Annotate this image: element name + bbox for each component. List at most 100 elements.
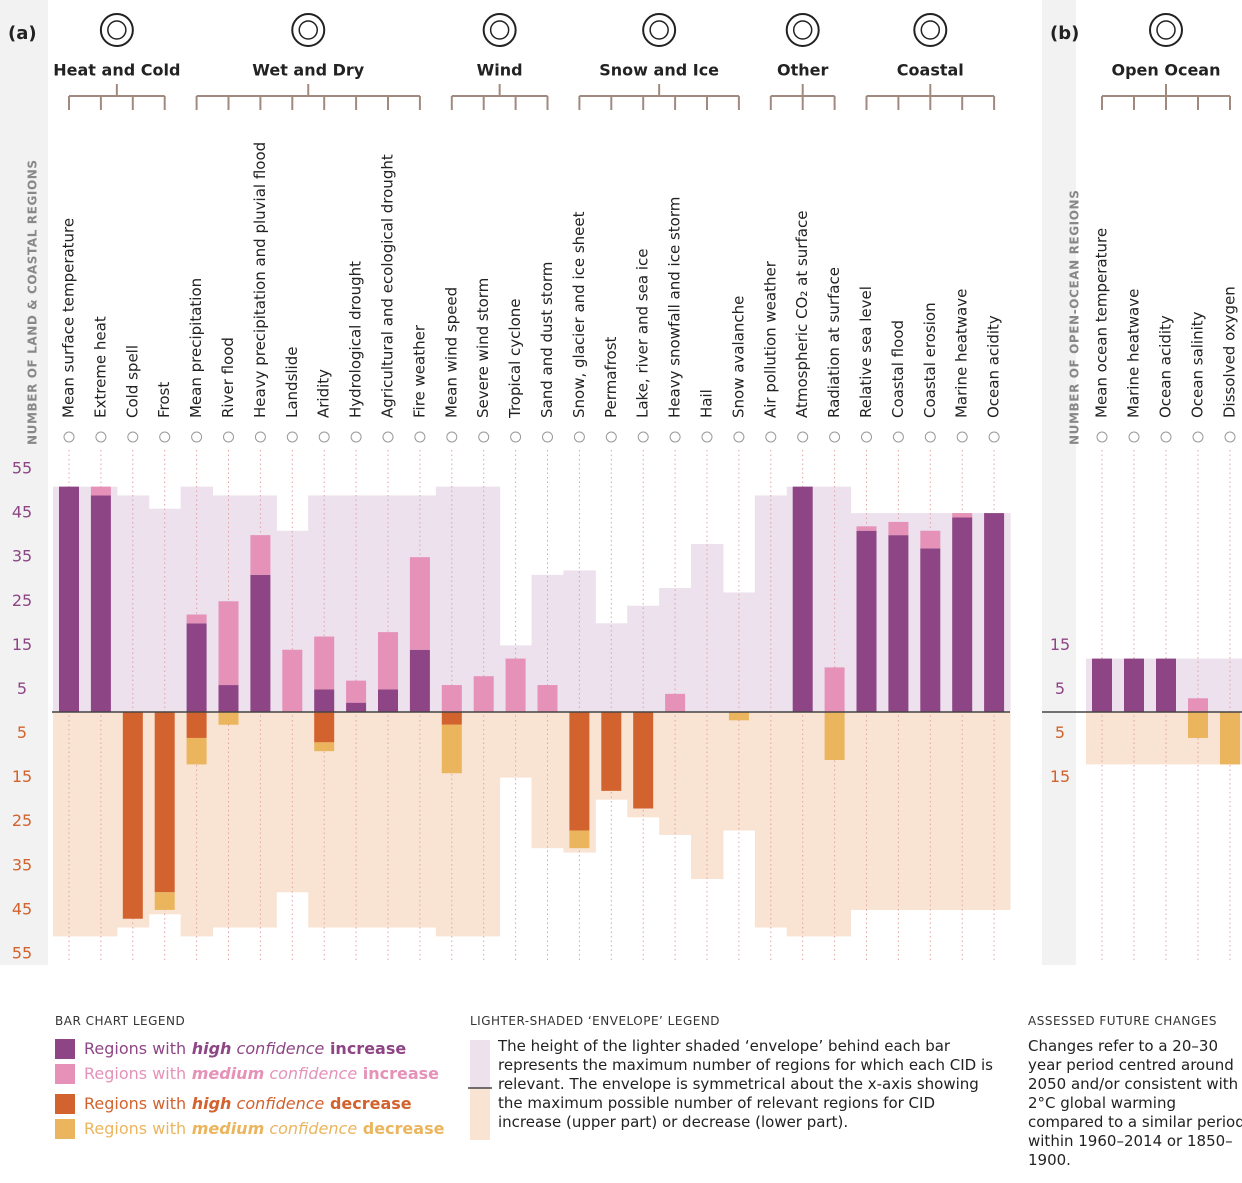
legend-swatch: [55, 1064, 75, 1084]
y-tick-label: 35: [12, 855, 32, 874]
bar-high-increase: [984, 513, 1005, 712]
bar-medium-increase: [920, 530, 941, 549]
panel-label: (a): [8, 23, 37, 44]
bar-high-decrease: [122, 711, 143, 919]
group-icon: [99, 13, 134, 47]
bar-high-increase: [888, 535, 909, 712]
bar-high-decrease: [314, 711, 335, 743]
category-label: Coastal flood: [889, 320, 907, 418]
category-label: Marine heatwave: [1125, 289, 1143, 418]
legend-word: high: [186, 1094, 231, 1113]
y-tick-label: 25: [12, 591, 32, 610]
category-label: Air pollution weather: [761, 260, 779, 418]
bar-medium-increase: [473, 676, 494, 712]
bar-high-increase: [314, 689, 335, 712]
category-marker: [605, 431, 617, 443]
category-label: Aridity: [315, 369, 333, 418]
bar-high-increase: [952, 517, 973, 712]
bar-high-decrease: [601, 711, 622, 791]
legend-label: Regions with medium confidence decrease: [84, 1119, 445, 1138]
notes-title: ASSESSED FUTURE CHANGES: [1028, 1014, 1218, 1028]
y-tick-label: 55: [12, 944, 32, 963]
category-marker: [1192, 431, 1204, 443]
envelope-legend-title: LIGHTER-SHADED ‘ENVELOPE’ LEGEND: [470, 1014, 721, 1028]
envelope-upper: [1214, 658, 1242, 712]
category-marker: [254, 431, 266, 443]
category-marker: [637, 431, 649, 443]
bar-high-increase: [1092, 658, 1112, 712]
legend-word: confidence: [264, 1064, 357, 1083]
bar-high-increase: [856, 530, 877, 712]
category-label: Fire weather: [410, 324, 428, 418]
category-marker: [988, 431, 1000, 443]
legend-word: Regions: [84, 1119, 147, 1138]
legend-word: with: [147, 1064, 186, 1083]
category-label: Hydrological drought: [347, 261, 365, 418]
legend-label: Regions with medium confidence increase: [84, 1064, 439, 1083]
bar-medium-increase: [824, 667, 845, 712]
category-label: Relative sea level: [857, 286, 875, 418]
legend-word: decrease: [324, 1094, 411, 1113]
category-marker: [542, 431, 553, 443]
bar-medium-decrease: [1220, 711, 1240, 765]
category-marker: [350, 431, 362, 443]
y-tick-label: 45: [12, 503, 32, 522]
category-marker: [510, 431, 522, 443]
y-tick-label: 5: [1055, 723, 1065, 742]
legend-label: Regions with high confidence decrease: [84, 1094, 412, 1113]
category-marker: [318, 431, 330, 443]
category-label: Landslide: [283, 347, 301, 418]
bar-medium-increase: [409, 557, 430, 650]
category-label: Atmospheric CO₂ at surface: [793, 211, 811, 418]
envelope-upper: [148, 508, 182, 712]
group-icon-inner: [920, 20, 941, 40]
bar-medium-decrease: [441, 724, 462, 774]
bar-medium-decrease: [824, 711, 845, 760]
bar-medium-increase: [1188, 698, 1208, 712]
category-label: Extreme heat: [91, 316, 109, 418]
bar-high-increase: [346, 702, 367, 712]
legend-word: confidence: [231, 1094, 324, 1113]
bar-medium-increase: [378, 632, 398, 690]
bar-medium-increase: [441, 685, 462, 712]
category-marker: [1160, 431, 1172, 443]
bar-medium-decrease: [186, 737, 207, 765]
category-marker: [892, 431, 904, 443]
category-marker: [956, 431, 968, 443]
bar-high-increase: [186, 623, 207, 712]
category-marker: [478, 431, 490, 443]
group-label: Snow and Ice: [599, 61, 719, 80]
group-icon-inner: [792, 20, 813, 40]
category-marker: [797, 431, 809, 443]
y-tick-label: 5: [17, 723, 27, 742]
category-marker: [191, 431, 203, 443]
category-label: Cold spell: [123, 345, 141, 418]
y-axis-label: NUMBER OF LAND & COASTAL REGIONS: [26, 159, 40, 445]
legend-swatch: [55, 1094, 75, 1114]
envelope-upper: [563, 570, 596, 712]
group-label: Wet and Dry: [252, 61, 365, 80]
category-marker: [573, 431, 585, 443]
group-icon: [1149, 13, 1183, 47]
group-icon: [785, 13, 820, 47]
category-label: Mean precipitation: [187, 278, 205, 418]
legend-word: Regions: [84, 1039, 147, 1058]
bar-medium-increase: [537, 685, 558, 712]
bar-medium-increase: [314, 636, 335, 690]
axis-strip: [1042, 0, 1076, 965]
group-icon-inner: [1156, 20, 1176, 40]
group-icon-inner: [107, 20, 127, 40]
notes-text: Changes refer to a 20–30 year period cen…: [1028, 1037, 1242, 1169]
category-marker: [382, 431, 394, 443]
group-icon-inner: [298, 20, 318, 40]
category-label: Sand and dust storm: [538, 262, 556, 418]
category-label: Ocean acidity: [985, 315, 1003, 418]
category-marker: [414, 431, 426, 443]
category-marker: [1128, 431, 1140, 443]
legend-word: with: [147, 1094, 186, 1113]
bar-high-increase: [409, 649, 430, 712]
group-icon: [642, 13, 677, 47]
legend-swatch: [55, 1039, 75, 1059]
category-marker: [701, 431, 713, 443]
